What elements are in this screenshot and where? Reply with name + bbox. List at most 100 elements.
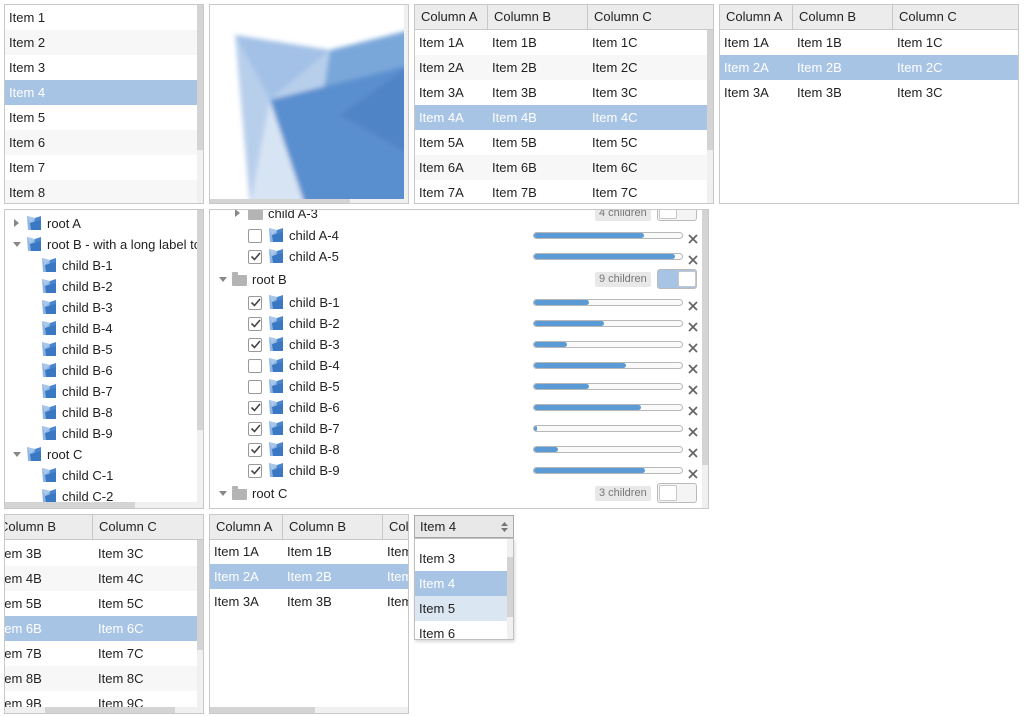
expanded-arrow-icon[interactable] [13,452,21,457]
list-item[interactable]: Item 4 [5,80,203,105]
checkbox-checked[interactable] [248,296,262,310]
tree-root-row[interactable]: root B 9 children [210,269,704,290]
table-scrollbar[interactable] [707,30,713,203]
tree-node[interactable]: root B - with a long label to [5,234,201,255]
tree-child-row[interactable]: child A-3 4 children [210,210,704,224]
tree-view-1[interactable]: root A root B - with a long label to child… [4,209,204,509]
expanded-arrow-icon[interactable] [219,277,227,282]
tree-child-row[interactable]: child B-1 [210,292,704,313]
graphics-view[interactable] [209,4,409,204]
close-icon[interactable] [687,230,699,244]
table-row[interactable]: Item 2A Item 2B Item 2C [720,55,1018,80]
table-row[interactable]: Item 4A Item 4B Item 4C [415,105,713,130]
column-header-c[interactable]: Column C [899,9,957,24]
checkbox-unchecked[interactable] [248,359,262,373]
table-row[interactable]: Item 3B Item 3C [5,541,203,566]
list-view[interactable]: Item 1 Item 2 Item 3 Item 4 Item 5 Item 6 Item… [4,4,204,204]
toggle-switch[interactable] [657,210,697,221]
list-item[interactable]: Item 5 [9,110,46,125]
column-header-a[interactable]: Column A [720,5,793,29]
tree-node[interactable]: child B-3 [5,297,197,318]
table-row[interactable]: Item 3A Item 3B Item 3C [415,80,713,105]
tree-node[interactable]: child B-5 [5,339,197,360]
tree-child-row[interactable]: child B-7 [210,418,704,439]
checkbox-checked[interactable] [248,464,262,478]
combo-dropdown-list[interactable]: Item 3 Item 4 Item 5 Item 6 [414,538,514,640]
tree-child-row[interactable]: child B-4 [210,355,704,376]
column-header-b[interactable]: Column B [488,5,588,29]
list-item[interactable]: Item 2 [5,30,203,55]
table-row[interactable]: Item 1A Item 1B Item 1C [415,30,713,55]
tree-node[interactable]: child B-7 [5,381,197,402]
table-row[interactable]: Item 1A Item 1B Item 1C [720,30,1018,55]
checkbox-unchecked[interactable] [248,380,262,394]
tree-view-2[interactable]: child A-3 4 children child A-4 child A-5 roo… [209,209,709,509]
checkbox-checked[interactable] [248,401,262,415]
tree-node[interactable]: child B-9 [5,423,197,444]
column-header-c[interactable]: Column C [99,519,157,534]
toggle-switch[interactable] [657,269,697,289]
table-row[interactable]: Item 3A Item 3B Item 3C [720,80,1018,105]
close-icon[interactable] [687,339,699,353]
checkbox-checked[interactable] [248,443,262,457]
close-icon[interactable] [687,465,699,479]
column-header-b[interactable]: Column B [793,5,893,29]
table-row[interactable]: Item 5A Item 5B Item 5C [415,130,713,155]
tree-node[interactable]: child B-6 [5,360,197,381]
table-row[interactable]: Item 8B Item 8C [5,666,203,691]
tree-child-row[interactable]: child B-2 [210,313,704,334]
column-header-b[interactable]: Column B [283,515,383,539]
column-header-c[interactable]: Column C [389,519,409,534]
checkbox-checked[interactable] [248,317,262,331]
checkbox-checked[interactable] [248,338,262,352]
collapsed-arrow-icon[interactable] [235,210,240,217]
checkbox-unchecked[interactable] [248,229,262,243]
table-row[interactable]: Item 6B Item 6C [5,616,203,641]
table-row[interactable]: Item 2A Item 2B Item 2C [210,564,408,589]
dropdown-scrollbar[interactable] [507,539,513,639]
expanded-arrow-icon[interactable] [219,491,227,496]
tree-child-row[interactable]: child A-4 [210,225,704,246]
close-icon[interactable] [687,381,699,395]
table-view-1[interactable]: Column A Column B Column C Item 1A Item 1… [414,4,714,204]
tree-node[interactable]: child B-4 [5,318,197,339]
table-scrollbar[interactable] [197,540,203,713]
close-icon[interactable] [687,423,699,437]
tree-node[interactable]: child B-2 [5,276,197,297]
list-scrollbar[interactable] [197,5,203,203]
tree-child-row[interactable]: child B-6 [210,397,704,418]
combo-box[interactable]: Item 4 [414,515,514,538]
column-header-a[interactable]: Column A [415,5,488,29]
dropdown-option[interactable]: Item 3 [419,551,456,566]
tree-child-row[interactable]: child A-5 [210,246,704,267]
table-row[interactable]: Item 3A Item 3B Item 3C [210,589,408,614]
table-row[interactable]: Item 4B Item 4C [5,566,203,591]
table-row[interactable]: Item 1A Item 1B Item 1C [210,539,408,564]
tree-node[interactable]: child C-1 [5,465,197,486]
tree-child-row[interactable]: child B-3 [210,334,704,355]
table-row[interactable]: Item 7A Item 7B Item 7C [415,180,713,203]
close-icon[interactable] [687,360,699,374]
list-item[interactable]: Item 8 [5,180,203,203]
close-icon[interactable] [687,318,699,332]
tree-root-row[interactable]: root C 3 children [210,483,704,504]
list-item[interactable]: Item 7 [9,160,46,175]
toggle-switch[interactable] [657,483,697,503]
tree-node[interactable]: root C [5,444,197,465]
table-row[interactable]: Item 2A Item 2B Item 2C [415,55,713,80]
tree-child-row[interactable]: child B-8 [210,439,704,460]
checkbox-checked[interactable] [248,422,262,436]
close-icon[interactable] [687,444,699,458]
list-item[interactable]: Item 6 [5,130,203,155]
table-hscrollbar[interactable] [5,707,203,713]
dropdown-option[interactable]: Item 5 [415,596,507,621]
table-row[interactable]: Item 5B Item 5C [5,591,203,616]
column-header-b[interactable]: Column B [5,515,93,539]
column-header-a[interactable]: Column A [210,515,283,539]
dropdown-option[interactable]: Item 6 [419,626,456,640]
expanded-arrow-icon[interactable] [13,242,21,247]
tree-node[interactable]: root A [5,213,197,234]
list-item[interactable]: Item 3 [9,60,46,75]
